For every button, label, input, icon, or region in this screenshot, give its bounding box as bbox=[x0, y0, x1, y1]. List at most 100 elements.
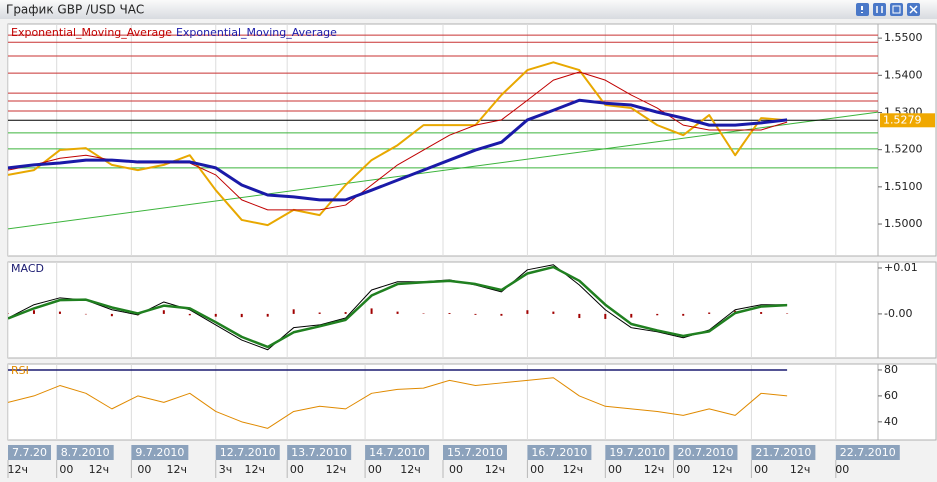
y-tick-label: 1.5200 bbox=[884, 143, 923, 156]
histogram-bar bbox=[58, 311, 61, 314]
hour-tick-label: 12ч bbox=[7, 463, 28, 476]
histogram-bar bbox=[344, 312, 347, 314]
current-price-box bbox=[880, 113, 935, 128]
hour-tick-label: 00 bbox=[754, 463, 768, 476]
histogram-bar bbox=[630, 313, 633, 318]
histogram-bar bbox=[526, 310, 529, 314]
window-title: График GBP /USD ЧАС bbox=[6, 3, 144, 17]
pause-button[interactable] bbox=[873, 3, 886, 16]
y-tick-label: 80 bbox=[884, 363, 898, 376]
hour-tick-label: 3ч bbox=[219, 463, 233, 476]
histogram-bar bbox=[188, 313, 191, 316]
histogram-bar bbox=[708, 312, 711, 314]
hour-tick-label: 12ч bbox=[400, 463, 421, 476]
hour-tick-label: 12ч bbox=[563, 463, 584, 476]
date-box bbox=[56, 445, 114, 460]
hour-tick-label: 00 bbox=[530, 463, 544, 476]
histogram-bar bbox=[474, 313, 477, 315]
axis-panel bbox=[877, 23, 937, 257]
histogram-bar bbox=[500, 313, 503, 316]
plot-area bbox=[8, 364, 837, 440]
histogram-bar bbox=[370, 308, 373, 314]
x-tick-label: 9.7.2010 bbox=[135, 446, 184, 459]
plot-area bbox=[8, 262, 837, 358]
series-line bbox=[8, 265, 788, 349]
histogram-bar bbox=[682, 313, 685, 316]
current-price-label: 1.5279 bbox=[883, 113, 922, 126]
x-tick-label: 8.7.2010 bbox=[61, 446, 110, 459]
y-tick-label: 1.5500 bbox=[884, 31, 923, 44]
x-tick-label: 20.7.2010 bbox=[677, 446, 733, 459]
histogram-bar bbox=[32, 310, 35, 314]
histogram-bar bbox=[604, 313, 607, 319]
title-bar bbox=[0, 0, 937, 19]
legend-entry: Exponential_Moving_Average bbox=[11, 26, 172, 39]
histogram-bar bbox=[214, 313, 217, 317]
hour-tick-label: 12ч bbox=[485, 463, 506, 476]
x-tick-label: 14.7.2010 bbox=[369, 446, 425, 459]
y-tick-label: 1.5100 bbox=[884, 180, 923, 193]
hour-tick-label: 00 bbox=[368, 463, 382, 476]
x-tick-label: 12.7.2010 bbox=[220, 446, 276, 459]
panel-title: RSI bbox=[11, 364, 29, 377]
hour-tick-label: 12ч bbox=[244, 463, 265, 476]
date-box bbox=[835, 445, 900, 460]
histogram-bar bbox=[656, 313, 659, 316]
hour-tick-label: 00 bbox=[449, 463, 463, 476]
y-tick-label: 1.5000 bbox=[884, 217, 923, 230]
x-tick-label: 22.7.2010 bbox=[840, 446, 896, 459]
date-box bbox=[215, 445, 280, 460]
y-tick-label: 40 bbox=[884, 415, 898, 428]
y-tick-label: +0.01 bbox=[884, 261, 918, 274]
hour-tick-label: 12ч bbox=[89, 463, 110, 476]
date-box bbox=[365, 445, 430, 460]
series-line bbox=[8, 98, 788, 202]
date-box bbox=[751, 445, 816, 460]
maximize-button[interactable] bbox=[890, 3, 903, 16]
x-tick-label: 13.7.2010 bbox=[291, 446, 347, 459]
hour-tick-label: 00 bbox=[137, 463, 151, 476]
histogram-bar bbox=[578, 313, 581, 319]
date-box bbox=[673, 445, 738, 460]
hour-tick-label: 00 bbox=[676, 463, 690, 476]
x-tick-label: 16.7.2010 bbox=[531, 446, 587, 459]
histogram-bar bbox=[552, 311, 555, 314]
histogram-bar bbox=[318, 312, 321, 314]
date-box bbox=[605, 445, 670, 460]
panel-title: MACD bbox=[11, 262, 44, 275]
histogram-bar bbox=[162, 310, 165, 314]
histogram-bar bbox=[760, 312, 763, 314]
hour-tick-label: 00 bbox=[608, 463, 622, 476]
date-box bbox=[8, 445, 51, 460]
x-tick-label: 21.7.2010 bbox=[755, 446, 811, 459]
histogram-bar bbox=[396, 311, 399, 314]
y-tick-label: -0.00 bbox=[884, 307, 912, 320]
histogram-bar bbox=[292, 309, 295, 314]
window-buttons[interactable] bbox=[856, 3, 920, 16]
date-box bbox=[287, 445, 352, 460]
date-box bbox=[527, 445, 592, 460]
trend-line bbox=[8, 111, 878, 230]
hour-tick-label: 12ч bbox=[326, 463, 347, 476]
axis-panel bbox=[877, 363, 937, 441]
date-box bbox=[443, 445, 507, 460]
hour-tick-label: 12ч bbox=[712, 463, 733, 476]
hour-tick-label: 00 bbox=[290, 463, 304, 476]
x-tick-label: 19.7.2010 bbox=[609, 446, 665, 459]
histogram-bar bbox=[110, 313, 113, 317]
plot-area bbox=[8, 24, 878, 256]
legend-entry: Exponential_Moving_Average bbox=[176, 26, 337, 39]
x-tick-label: 7.7.20 bbox=[12, 446, 47, 459]
series-line bbox=[8, 377, 788, 429]
histogram-bar bbox=[266, 313, 269, 317]
series-line bbox=[8, 264, 788, 351]
hour-tick-label: 12ч bbox=[167, 463, 188, 476]
histogram-bar bbox=[240, 313, 243, 318]
hour-tick-label: 12ч bbox=[644, 463, 665, 476]
hour-tick-label: 00 bbox=[835, 463, 849, 476]
y-tick-label: 1.5400 bbox=[884, 68, 923, 81]
hour-tick-label: 00 bbox=[59, 463, 73, 476]
y-tick-label: 60 bbox=[884, 389, 898, 402]
histogram-bar bbox=[448, 312, 451, 314]
